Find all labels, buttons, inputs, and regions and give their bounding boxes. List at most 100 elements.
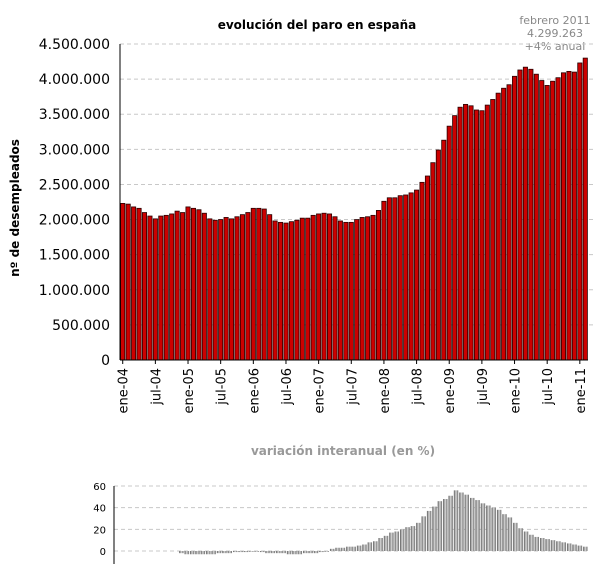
main-x-tick-label: jul-10 bbox=[541, 368, 556, 406]
sub-bar bbox=[184, 551, 189, 555]
main-bar bbox=[441, 139, 447, 361]
main-bar bbox=[365, 216, 371, 361]
sub-bar bbox=[206, 551, 211, 555]
sub-bar bbox=[281, 551, 286, 554]
sub-bar bbox=[545, 539, 550, 551]
sub-bar bbox=[583, 546, 588, 551]
sub-y-tick-label: 0 bbox=[100, 547, 106, 558]
main-bar bbox=[582, 57, 588, 361]
sub-bar bbox=[491, 507, 496, 551]
sub-y-tick-labels: 0 20 40 60 bbox=[93, 482, 106, 558]
main-bar bbox=[163, 214, 169, 361]
sub-bar bbox=[362, 544, 367, 551]
sub-bar bbox=[405, 527, 410, 551]
main-bar bbox=[397, 195, 403, 361]
main-bar bbox=[375, 210, 382, 361]
sub-bar bbox=[394, 531, 399, 551]
sub-bar bbox=[340, 547, 346, 551]
main-bar bbox=[468, 105, 474, 361]
main-bar bbox=[348, 221, 354, 361]
main-x-tick-label: jul-05 bbox=[215, 368, 230, 406]
main-bar bbox=[414, 189, 420, 361]
main-bar bbox=[370, 214, 376, 361]
main-bar bbox=[131, 206, 137, 361]
sub-bar bbox=[523, 531, 529, 551]
sub-bar bbox=[437, 501, 443, 551]
sub-bar bbox=[529, 534, 534, 551]
main-bar bbox=[141, 212, 148, 361]
main-bar bbox=[218, 219, 224, 361]
sub-bar bbox=[179, 551, 184, 554]
annotation-line-2: 4.299.263 bbox=[527, 27, 583, 40]
main-chart-title: evolución del paro en españa bbox=[218, 18, 417, 32]
main-bar bbox=[125, 203, 131, 361]
main-bar bbox=[577, 62, 583, 361]
main-bar bbox=[446, 125, 452, 361]
main-bar bbox=[136, 207, 142, 361]
main-bar bbox=[490, 99, 496, 361]
main-bar bbox=[174, 210, 180, 361]
main-bar bbox=[212, 219, 218, 361]
main-bar bbox=[403, 194, 409, 361]
main-bar bbox=[522, 66, 528, 361]
main-bar bbox=[544, 85, 550, 361]
sub-bar bbox=[238, 551, 243, 553]
sub-bar bbox=[496, 509, 502, 551]
sub-y-tick-label: 60 bbox=[93, 482, 106, 493]
main-bar bbox=[250, 207, 256, 361]
sub-bar bbox=[211, 551, 216, 555]
sub-bar bbox=[356, 545, 362, 551]
main-x-tick-label: ene-04 bbox=[117, 368, 132, 413]
sub-bar bbox=[459, 492, 464, 551]
main-bar bbox=[120, 203, 126, 361]
main-bar bbox=[533, 73, 539, 361]
main-x-tick-label: ene-10 bbox=[509, 368, 524, 413]
sub-bar bbox=[297, 551, 303, 555]
main-bar bbox=[435, 149, 441, 361]
main-bar bbox=[359, 217, 365, 361]
main-x-tick-label: jul-06 bbox=[280, 368, 295, 406]
sub-bar bbox=[200, 551, 206, 555]
sub-bar bbox=[276, 551, 281, 554]
sub-y-tick-label: 20 bbox=[93, 525, 106, 536]
sub-bar bbox=[464, 494, 469, 551]
main-bar bbox=[566, 70, 572, 361]
main-bar bbox=[337, 220, 343, 361]
y-axis-label: nº de desempleados bbox=[8, 139, 22, 277]
main-bar bbox=[512, 75, 518, 361]
main-y-tick-label: 1.000.000 bbox=[39, 283, 110, 299]
main-bar bbox=[278, 221, 284, 361]
main-bar bbox=[430, 162, 436, 361]
sub-bar bbox=[518, 528, 523, 551]
main-x-tick-label: ene-06 bbox=[247, 368, 262, 413]
main-bar bbox=[452, 115, 458, 361]
sub-bar bbox=[254, 551, 259, 552]
main-y-tick-label: 500.000 bbox=[52, 318, 110, 334]
sub-bar bbox=[399, 529, 405, 551]
sub-bar bbox=[513, 522, 518, 551]
main-bar bbox=[424, 175, 430, 361]
sub-bar bbox=[313, 551, 319, 554]
main-bar bbox=[152, 218, 158, 361]
sub-bar bbox=[227, 551, 232, 554]
main-bars bbox=[120, 57, 588, 361]
main-bar bbox=[223, 217, 229, 361]
main-y-tick-label: 2.500.000 bbox=[39, 177, 110, 193]
main-bar bbox=[190, 207, 196, 361]
sub-bar bbox=[410, 526, 416, 551]
main-x-tick-label: jul-04 bbox=[149, 368, 164, 406]
sub-bar bbox=[480, 503, 486, 551]
sub-bar bbox=[556, 541, 561, 551]
sub-bar bbox=[222, 551, 227, 554]
sub-bar bbox=[335, 547, 340, 551]
main-bar bbox=[479, 110, 485, 361]
main-bar bbox=[539, 80, 545, 361]
main-bar bbox=[484, 104, 490, 361]
main-x-tick-labels: ene-04 jul-04 ene-05 jul-05 ene-06 jul-06 ene-… bbox=[117, 360, 589, 413]
main-x-tick-label: ene-08 bbox=[378, 368, 393, 413]
main-y-tick-labels: 0 500.000 1.000.000 1.500.000 2.000.000 2.500… bbox=[39, 37, 110, 369]
sub-bar bbox=[432, 506, 437, 551]
sub-bar bbox=[249, 551, 254, 552]
main-bar bbox=[185, 206, 191, 361]
main-bar bbox=[261, 208, 267, 361]
